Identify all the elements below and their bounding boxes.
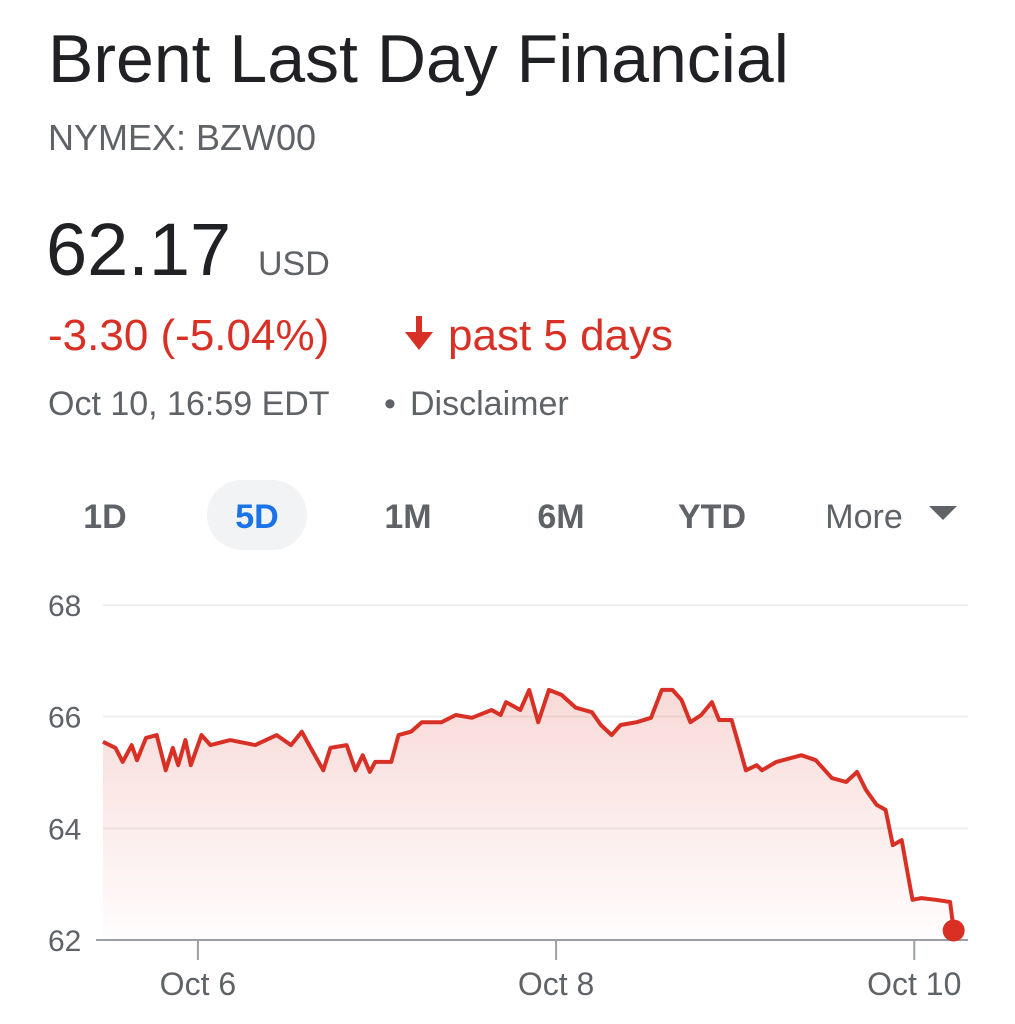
tab[interactable]: More <box>825 498 902 536</box>
last-point <box>942 919 965 942</box>
area <box>103 689 954 940</box>
tab[interactable]: 1M <box>384 498 431 536</box>
timestamp: Oct 10, 16:59 EDT <box>48 385 330 423</box>
tab[interactable]: 1D <box>83 498 126 536</box>
tab-highlight <box>207 480 307 550</box>
y-tick-label: 64 <box>48 813 81 846</box>
period: past 5 days <box>448 311 673 360</box>
chart: 62 64 66 68 Oct 6 Oct 8 Oct 10 <box>48 590 968 1002</box>
y-tick-label: 62 <box>48 925 81 958</box>
price: 62.17 <box>46 208 231 291</box>
tab[interactable]: YTD <box>678 498 746 536</box>
range-tabs: 1D 5D 1M 6M YTD More <box>83 480 957 550</box>
currency: USD <box>258 245 330 283</box>
x-tick-label: Oct 6 <box>160 966 236 1002</box>
dropdown-caret <box>929 506 957 520</box>
down-arrow <box>405 316 433 350</box>
tab[interactable]: 5D <box>235 498 278 536</box>
y-tick-label: 68 <box>48 590 81 623</box>
tab[interactable]: 6M <box>537 498 584 536</box>
separator: • <box>384 385 396 423</box>
y-tick-label: 66 <box>48 702 81 735</box>
price-line <box>102 687 956 931</box>
x-tick-label: Oct 8 <box>518 966 594 1002</box>
subtitle: NYMEX: BZW00 <box>48 117 316 158</box>
disclaimer[interactable]: Disclaimer <box>410 385 569 423</box>
change: -3.30 (-5.04%) <box>48 311 329 360</box>
title: Brent Last Day Financial <box>48 21 789 97</box>
x-tick-label: Oct 10 <box>867 966 961 1002</box>
